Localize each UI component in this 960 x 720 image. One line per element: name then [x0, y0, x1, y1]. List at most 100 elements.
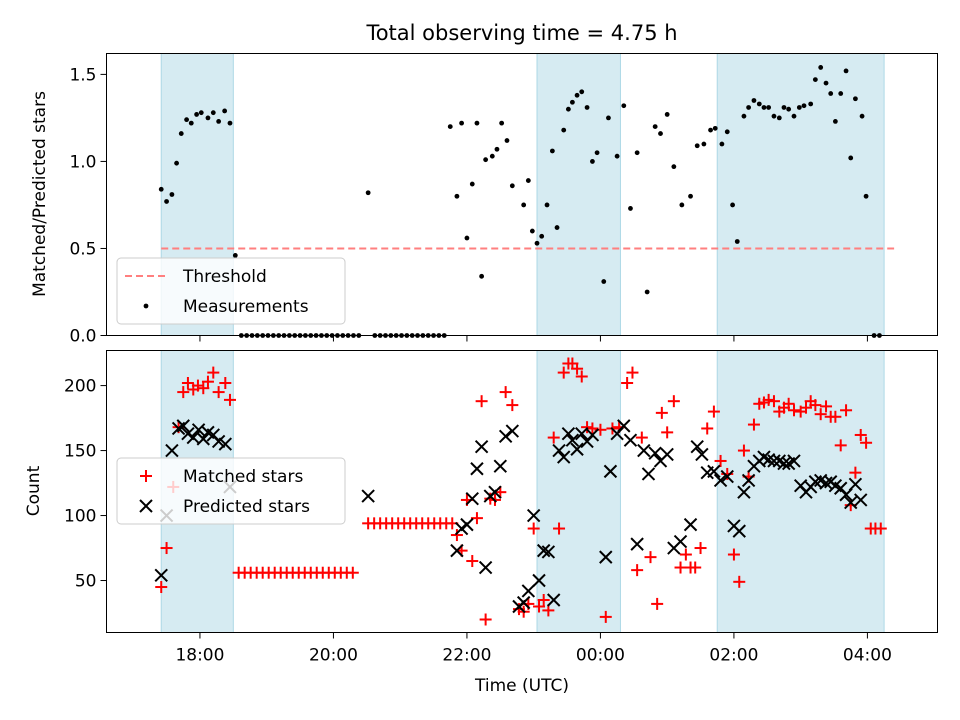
predicted-star-marker: [844, 495, 858, 510]
measurement-point: [766, 105, 772, 110]
matched-star-marker: [860, 436, 873, 449]
matched-star-marker: [450, 529, 463, 542]
measurement-point: [652, 124, 658, 130]
measurement-point: [658, 131, 663, 136]
matched-star-marker: [655, 406, 668, 419]
measurement-point: [565, 106, 571, 112]
legend-predicted-label: Predicted stars: [183, 497, 310, 517]
matched-star-marker: [177, 386, 190, 399]
predicted-star-marker: [493, 459, 508, 473]
x-tick-label: 00:00: [576, 646, 625, 666]
measurement-point: [771, 113, 777, 119]
predicted-star-marker: [526, 508, 541, 523]
predicted-star-marker: [707, 464, 721, 479]
predicted-star-marker: [498, 429, 513, 443]
matched-star-marker: [694, 542, 707, 555]
measurement-point: [483, 157, 489, 163]
matched-star-marker: [621, 376, 634, 389]
measurement-point: [708, 127, 713, 133]
predicted-star-marker: [470, 462, 484, 476]
measurement-point: [459, 120, 464, 126]
measurement-point: [843, 68, 849, 74]
y-tick-label: 200: [64, 377, 96, 397]
measurement-point: [719, 141, 725, 147]
matched-star-marker: [346, 566, 359, 579]
measurement-point: [818, 65, 824, 70]
measurement-point: [712, 125, 718, 131]
matched-star-marker: [854, 428, 867, 441]
predicted-star-marker: [741, 473, 756, 488]
measurement-point: [222, 108, 228, 114]
measurement-point: [756, 101, 762, 107]
measurement-point: [628, 206, 633, 211]
measurement-point: [454, 193, 460, 199]
measurement-point: [796, 105, 802, 110]
measurement-point: [786, 106, 792, 112]
measurement-point: [525, 178, 531, 183]
matched-star-marker: [631, 564, 644, 577]
measurement-point: [494, 146, 500, 152]
measurement-point: [671, 164, 677, 170]
matched-star-marker: [679, 548, 692, 561]
measurement-point: [781, 105, 787, 110]
measurement-point: [216, 118, 222, 124]
measurement-point: [227, 120, 233, 126]
measurement-point: [534, 240, 540, 246]
matched-star-marker: [701, 422, 714, 435]
predicted-star-marker: [648, 446, 662, 460]
x-tick-label: 04:00: [843, 646, 892, 666]
matched-star-marker: [635, 431, 648, 444]
predicted-star-marker: [690, 439, 704, 454]
measurement-point: [544, 202, 550, 208]
measurement-point: [741, 113, 747, 119]
measurement-point: [801, 103, 807, 109]
matched-star-marker: [475, 395, 488, 408]
predicted-star-marker: [777, 456, 791, 471]
y-tick-label: 1.5: [69, 65, 96, 85]
bottom-legend-box: [116, 457, 346, 525]
matched-star-marker: [667, 395, 680, 408]
matched-star-marker: [626, 366, 639, 379]
measurement-point: [863, 193, 869, 199]
measurement-point: [859, 113, 865, 119]
matched-star-marker: [599, 610, 612, 623]
measurement-point: [447, 124, 453, 130]
predicted-star-marker: [641, 467, 656, 481]
predicted-star-marker: [557, 450, 571, 464]
shaded-interval-2: [716, 53, 885, 336]
legend-matched-label: Matched stars: [183, 467, 303, 487]
bottom-panel: 50 100 150 200 18:00 20:00 22:00 00:00 02:00 04:…: [24, 350, 938, 696]
matched-star-marker: [661, 426, 674, 439]
measurement-point: [644, 289, 650, 295]
matched-star-marker: [191, 379, 204, 392]
matched-star-marker: [160, 542, 173, 555]
matched-star-marker: [689, 561, 702, 574]
predicted-star-marker: [673, 534, 688, 549]
matched-star-marker: [575, 370, 588, 383]
matched-star-marker: [527, 522, 540, 535]
measurement-point: [746, 105, 752, 110]
measurement-point: [664, 112, 670, 117]
matched-star-marker: [506, 399, 519, 412]
predicted-star-marker: [603, 464, 618, 479]
bottom-y-ticks: 50 100 150 200: [64, 377, 107, 592]
measurement-point: [174, 160, 179, 166]
predicted-star-marker: [599, 550, 613, 564]
matched-star-marker: [834, 439, 847, 452]
y-tick-label: 1.0: [69, 152, 96, 172]
predicted-star-marker: [585, 428, 600, 442]
matched-star-marker: [553, 522, 566, 535]
measurement-point: [561, 127, 567, 133]
measurement-point: [614, 153, 620, 159]
x-tick-label: 20:00: [309, 646, 358, 666]
predicted-star-marker: [450, 543, 464, 558]
y-tick-label: 50: [75, 572, 97, 592]
y-tick-label: 0.5: [69, 239, 96, 259]
predicted-star-marker: [623, 433, 638, 447]
measurement-point: [776, 115, 782, 121]
top-y-ticks: 0.0 0.5 1.0 1.5: [69, 65, 107, 347]
measurement-point: [634, 150, 640, 156]
predicted-star-marker: [361, 489, 375, 503]
matched-star-marker: [840, 404, 853, 417]
